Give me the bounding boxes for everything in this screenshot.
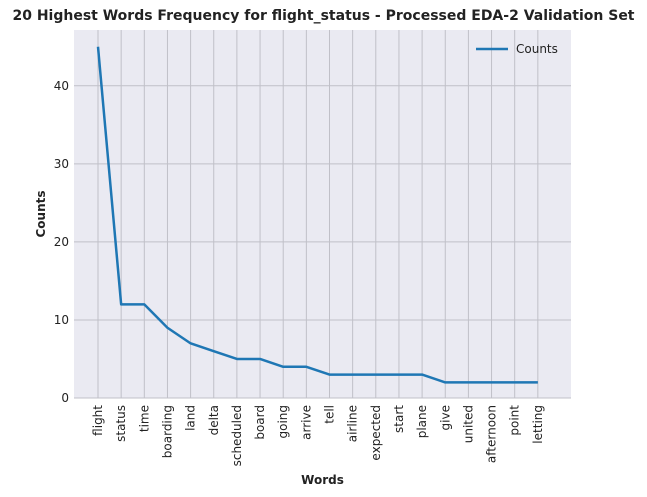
x-tick-label: start <box>392 405 406 433</box>
x-tick-label: time <box>137 405 151 432</box>
y-tick-label: 20 <box>54 235 69 249</box>
x-tick-label: scheduled <box>230 405 244 466</box>
x-tick-label: tell <box>323 405 337 424</box>
x-tick-label: plane <box>415 405 429 438</box>
y-axis-label: Counts <box>34 190 48 237</box>
y-tick-label: 30 <box>54 157 69 171</box>
x-tick-label: land <box>184 405 198 431</box>
x-tick-label: point <box>508 405 522 436</box>
legend-label: Counts <box>516 42 558 56</box>
x-tick-label: going <box>276 405 290 439</box>
x-tick-label: status <box>114 405 128 442</box>
x-tick-label: expected <box>369 405 383 461</box>
x-tick-label: letting <box>531 405 545 444</box>
x-axis-label: Words <box>301 473 344 487</box>
x-tick-label: delta <box>207 405 221 435</box>
y-axis-ticks: 0 10 20 30 40 <box>54 79 69 405</box>
plot-area <box>74 30 571 398</box>
x-tick-label: afternoon <box>485 405 499 463</box>
x-tick-label: boarding <box>160 405 174 458</box>
x-tick-label: board <box>253 405 267 440</box>
x-tick-label: airline <box>346 405 360 442</box>
y-tick-label: 10 <box>54 313 69 327</box>
x-tick-label: arrive <box>299 405 313 440</box>
y-tick-label: 40 <box>54 79 69 93</box>
x-tick-label: united <box>461 405 475 443</box>
x-tick-label: flight <box>91 405 105 436</box>
y-tick-label: 0 <box>61 391 69 405</box>
x-axis-ticks: flight status time boarding land delta schedul… <box>91 405 545 467</box>
x-tick-label: give <box>438 405 452 430</box>
